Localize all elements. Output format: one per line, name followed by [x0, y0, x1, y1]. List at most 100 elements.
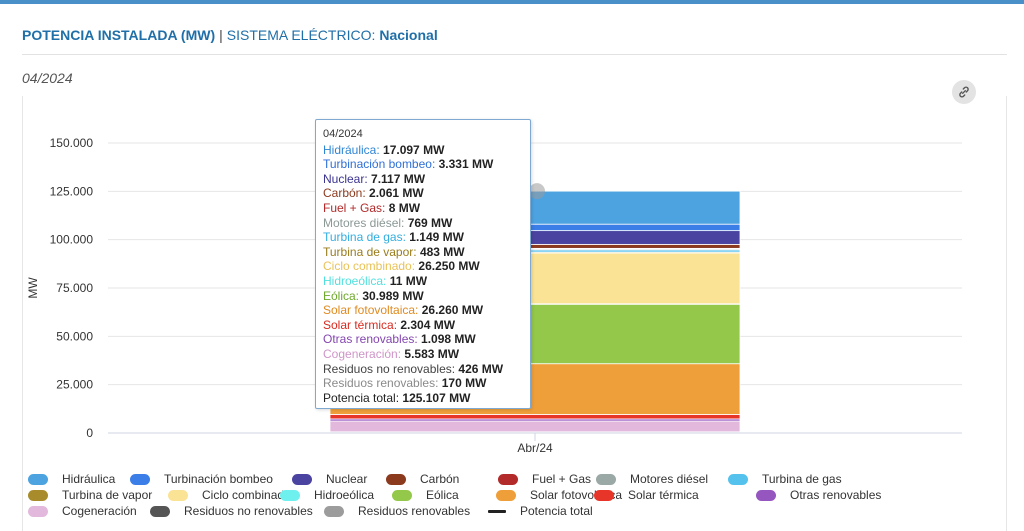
chart-title: POTENCIA INSTALADA (MW) — [22, 27, 216, 43]
legend-swatch — [392, 489, 412, 501]
legend-item[interactable]: Residuos renovables — [324, 504, 470, 518]
legend-item[interactable]: Potencia total — [488, 504, 593, 518]
tooltip-row-label: Ciclo combinado: — [323, 259, 419, 274]
legend-swatch — [168, 489, 188, 501]
legend-item[interactable]: Ciclo combinado — [168, 488, 291, 502]
legend-label: Ciclo combinado — [202, 488, 291, 502]
legend-row: Cogeneración Residuos no renovables Residu… — [22, 504, 1002, 518]
tooltip-row-value: 8 MW — [388, 200, 421, 215]
tooltip-row-label: Carbón: — [323, 186, 370, 201]
legend-item[interactable]: Residuos no renovables — [150, 504, 313, 518]
legend-item[interactable]: Hidráulica — [28, 472, 115, 486]
legend-label: Fuel + Gas — [532, 472, 592, 486]
legend-item[interactable]: Turbina de vapor — [28, 488, 152, 502]
legend-item[interactable]: Carbón — [386, 472, 459, 486]
legend-item[interactable]: Turbinación bombeo — [130, 472, 273, 486]
tooltip-row-value: 7.117 MW — [371, 171, 426, 186]
x-tick-label: Abr/24 — [517, 441, 553, 455]
bar-segment-cogeneración[interactable] — [329, 420, 741, 433]
legend-label: Hidráulica — [62, 472, 116, 486]
link-button[interactable] — [952, 80, 976, 104]
legend-item[interactable]: Hidroeólica — [280, 488, 374, 502]
tooltip-row: Residuos no renovables: 426 MW — [323, 362, 523, 377]
legend-swatch — [756, 489, 776, 501]
tooltip: 04/2024 Hidráulica: 17.097 MW Turbinación… — [315, 119, 531, 409]
legend-label: Hidroeólica — [314, 488, 375, 502]
tooltip-row-label: Solar fotovoltaica: — [323, 303, 422, 318]
tooltip-row: Solar térmica: 2.304 MW — [323, 318, 523, 333]
tooltip-rows: Hidráulica: 17.097 MW Turbinación bombeo:… — [323, 143, 523, 406]
legend-item[interactable]: Cogeneración — [28, 504, 137, 518]
tooltip-row-value: 17.097 MW — [383, 142, 445, 157]
tooltip-row-label: Otras renovables: — [323, 332, 422, 347]
hover-marker — [529, 183, 545, 200]
tooltip-row: Eólica: 30.989 MW — [323, 289, 523, 304]
tooltip-row-value: 11 MW — [389, 273, 428, 288]
tooltip-row: Turbina de vapor: 483 MW — [323, 245, 523, 260]
tooltip-row: Nuclear: 7.117 MW — [323, 172, 523, 187]
tooltip-row-value: 2.061 MW — [369, 186, 424, 201]
tooltip-row-label: Cogeneración: — [323, 346, 405, 361]
legend-label: Eólica — [426, 488, 459, 502]
x-axis: Abr/24 — [108, 432, 962, 455]
tooltip-row-value: 1.098 MW — [421, 332, 476, 347]
tooltip-row: Motores diésel: 769 MW — [323, 216, 523, 231]
tooltip-row-value: 26.250 MW — [418, 259, 480, 274]
bar-segment-solar-térmica[interactable] — [329, 414, 741, 420]
legend-swatch — [596, 473, 616, 485]
legend-item[interactable]: Nuclear — [292, 472, 367, 486]
legend-item[interactable]: Fuel + Gas — [498, 472, 591, 486]
tooltip-row-value: 5.583 MW — [404, 346, 460, 361]
tooltip-row-label: Turbina de vapor: — [323, 244, 420, 259]
legend-label: Motores diésel — [630, 472, 709, 486]
tooltip-row-label: Hidroeólica: — [323, 273, 390, 288]
tooltip-date: 04/2024 — [323, 128, 363, 140]
legend-item[interactable]: Turbina de gas — [728, 472, 842, 486]
y-tick-label: 25.000 — [56, 378, 93, 392]
tooltip-row: Ciclo combinado: 26.250 MW — [323, 259, 523, 274]
y-tick-label: 100.000 — [50, 233, 94, 247]
legend-swatch — [728, 473, 748, 485]
tooltip-row: Cogeneración: 5.583 MW — [323, 347, 523, 362]
link-icon — [959, 86, 969, 98]
system-label: SISTEMA ELÉCTRICO: — [226, 27, 376, 43]
legend-swatch — [280, 489, 300, 501]
tooltip-row-label: Hidráulica: — [323, 142, 384, 157]
legend-item[interactable]: Motores diésel — [596, 472, 708, 486]
legend-swatch — [292, 473, 312, 485]
tooltip-row-label: Potencia total: — [323, 390, 403, 405]
legend-item[interactable]: Otras renovables — [756, 488, 881, 502]
tooltip-row-value: 30.989 MW — [362, 288, 424, 303]
top-accent-bar — [0, 0, 1024, 4]
tooltip-row-value: 3.331 MW — [438, 157, 494, 172]
tooltip-row-value: 2.304 MW — [400, 317, 456, 332]
header-divider — [22, 54, 1007, 55]
y-tick-label: 125.000 — [50, 184, 94, 198]
tooltip-row-label: Residuos no renovables: — [323, 361, 459, 376]
tooltip-row: Hidroeólica: 11 MW — [323, 274, 523, 289]
chart-frame — [22, 96, 1007, 531]
tooltip-row-label: Eólica: — [323, 288, 363, 303]
tooltip-row-label: Turbinación bombeo: — [323, 157, 439, 172]
tooltip-row-label: Nuclear: — [323, 171, 372, 186]
tooltip-row-value: 125.107 MW — [402, 390, 471, 405]
legend-row: Hidráulica Turbinación bombeo Nuclear Carbó… — [22, 472, 1002, 486]
tooltip-row-value: 170 MW — [441, 376, 487, 391]
y-tick-label: 150.000 — [50, 136, 94, 150]
legend-item[interactable]: Eólica — [392, 488, 459, 502]
legend-item[interactable]: Solar térmica — [594, 488, 699, 502]
legend-swatch — [498, 473, 518, 485]
legend-label: Nuclear — [326, 472, 368, 486]
tooltip-row: Otras renovables: 1.098 MW — [323, 332, 523, 347]
y-axis-ticks: 0 25.000 50.000 75.000 100.000 125.000 150.000 — [50, 136, 94, 440]
title-separator: | — [219, 27, 223, 43]
tooltip-row: Turbina de gas: 1.149 MW — [323, 230, 523, 245]
tooltip-row: Hidráulica: 17.097 MW — [323, 143, 523, 158]
legend-label: Residuos no renovables — [184, 504, 313, 518]
legend-swatch — [28, 489, 48, 501]
legend-swatch — [496, 489, 516, 501]
legend-label: Turbinación bombeo — [164, 472, 273, 486]
y-axis-label: MW — [26, 277, 40, 299]
tooltip-row-value: 483 MW — [419, 244, 465, 259]
legend-swatch — [130, 473, 150, 485]
